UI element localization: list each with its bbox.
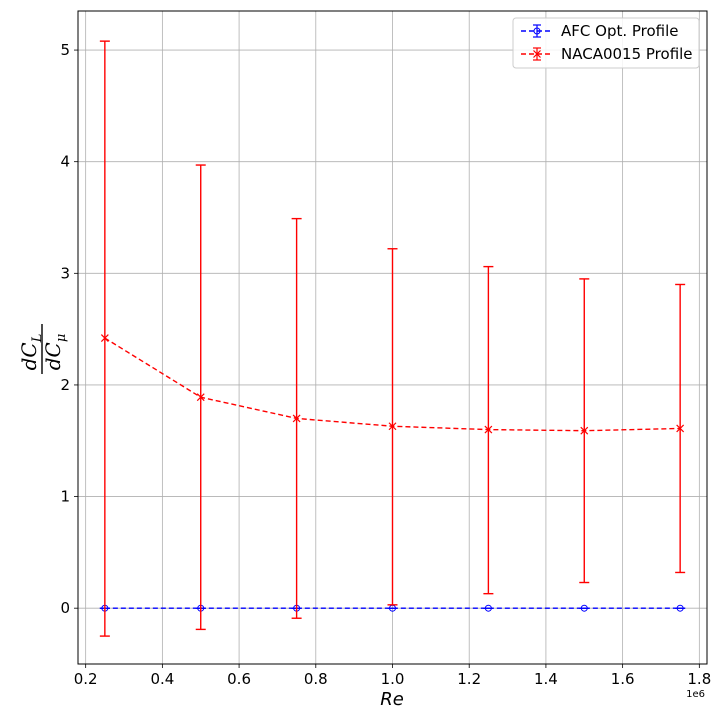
data-point [676,424,685,433]
y-axis-label: dCL dCμ [17,324,69,374]
y-tick-label: 0 [60,599,70,617]
x-tick-label: 0.6 [227,670,251,688]
data-point [100,334,109,342]
series-layer [99,40,686,637]
x-tick-label: 0.4 [150,670,174,688]
x-tick-label: 0.8 [304,670,328,688]
x-axis-label: Re [380,689,404,710]
data-point [484,425,493,434]
legend-label: NACA0015 Profile [561,45,693,63]
y-axis: 0 1 2 3 4 5 [60,41,78,617]
marker-stroke [484,425,493,434]
y-tick-label: 5 [60,41,70,59]
data-point [292,414,301,423]
data-point [484,604,492,612]
y-label-numerator: dCL [17,334,45,371]
y-tick-label: 1 [60,488,70,506]
x-axis: 0.2 0.4 0.6 0.8 1.0 1.2 1.4 1.6 1.8 [74,664,711,688]
data-point [580,604,588,612]
legend: AFC Opt. Profile NACA0015 Profile [512,17,700,69]
legend-marker [533,27,541,35]
marker-stroke [196,393,205,402]
marker-stroke [676,424,685,433]
marker-stroke [100,334,109,342]
data-point [676,604,684,612]
legend-item: NACA0015 Profile [521,45,693,63]
legend-label: AFC Opt. Profile [561,22,679,40]
series-2 [99,40,686,637]
x-tick-label: 0.2 [74,670,98,688]
x-tick-label: 1.4 [534,670,558,688]
y-tick-label: 3 [60,264,70,282]
marker-stroke [388,422,397,431]
data-point [388,422,397,431]
x-offset-label: 1e6 [686,689,705,700]
x-tick-label: 1.6 [611,670,635,688]
legend-item: AFC Opt. Profile [521,22,679,40]
marker-stroke [580,426,589,435]
y-label-denominator: dCμ [41,334,69,371]
marker-stroke [292,414,301,423]
x-tick-label: 1.2 [457,670,481,688]
y-tick-label: 4 [60,153,70,171]
data-point [580,426,589,435]
data-point [196,393,205,402]
x-tick-label: 1.0 [381,670,405,688]
x-tick-label: 1.8 [687,670,711,688]
y-tick-label: 2 [60,376,70,394]
legend-marker [533,50,541,58]
legend-box [512,17,700,69]
